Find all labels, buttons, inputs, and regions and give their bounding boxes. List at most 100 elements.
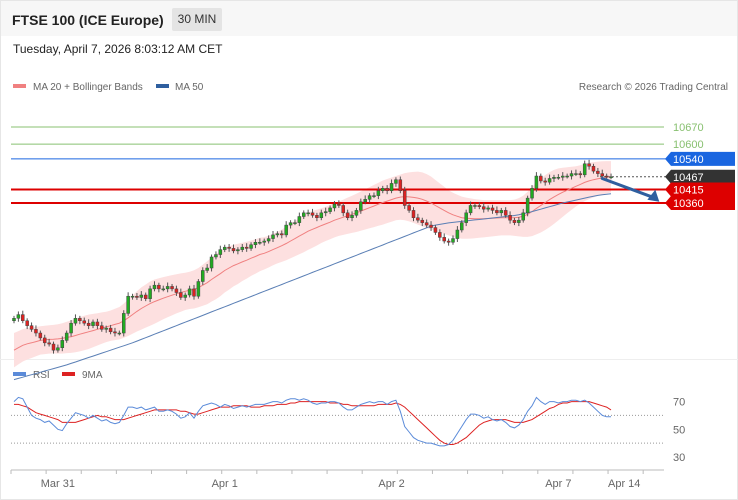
candle-body [240,246,245,250]
candle [310,208,315,218]
candle-body [183,294,187,298]
candle [486,205,490,212]
candle-body [525,197,530,214]
timestamp: Tuesday, April 7, 2026 8:03:12 AM CET [13,42,223,56]
candle [266,235,271,244]
candle [481,202,486,213]
candle-body [503,210,508,216]
candle [284,221,288,238]
candle [130,293,135,300]
candle [152,281,157,292]
candle-body [301,212,306,217]
interval-badge[interactable]: 30 MIN [172,8,222,31]
forecast-arrow-shaft [600,176,656,200]
candle [122,310,126,337]
candle-body [262,240,266,243]
candle [91,319,95,329]
candle-body [385,188,389,192]
candle [170,283,174,292]
candle-body [82,320,86,324]
candle [280,230,284,239]
candle-body [446,240,451,243]
chart-title: FTSE 100 (ICE Europe) [12,12,164,28]
candle-body [187,288,192,296]
candle [95,318,100,330]
candle-body [236,249,240,252]
candle [547,174,552,185]
candle [293,219,297,226]
candle-body [73,318,78,324]
candle-body [424,222,429,226]
candle-body [16,314,21,319]
candle [21,310,25,324]
candle-body [34,329,38,334]
candle [25,318,29,330]
candle [442,233,446,244]
candle-body [481,206,486,210]
candle [424,219,429,228]
candle [376,186,381,200]
candle-body [547,178,552,183]
candle [539,173,543,184]
candle-body [473,205,477,207]
candle-body [126,295,130,314]
forecast-arrow [600,176,660,202]
level-tag-10540 [665,151,735,166]
forecast-arrow-head [647,189,660,202]
candle-body [113,331,117,334]
candle-body [521,212,525,221]
candle-body [359,201,363,211]
candle [29,322,34,332]
level-tag-label-10415: 10415 [673,185,704,197]
candle-body [64,332,69,341]
candle-body [468,205,473,214]
candle-body [38,332,43,339]
candle [201,267,205,285]
candle-body [170,286,174,290]
candle-body [222,246,227,250]
candle-body [104,327,108,330]
candle [174,285,179,296]
candle [389,179,394,194]
candle [205,264,209,273]
candle-body [411,210,416,218]
candle-body [29,325,34,330]
level-tag-label-10467: 10467 [673,172,704,184]
candle-body [130,295,135,298]
candle [407,203,411,213]
candle [609,173,613,180]
candle-body [569,173,574,177]
candle [126,292,130,316]
candle-body [556,177,561,179]
rsi-legend-label: RSI [33,370,50,381]
rsi-legend-swatch [13,372,26,376]
candle-body [192,288,196,297]
candle [468,201,473,216]
candle [323,207,328,217]
candle-body [495,210,499,214]
candle-body [337,203,341,206]
candle-body [420,219,425,223]
candle-body [477,205,482,207]
candle-body [561,175,565,178]
candle-body [69,322,73,334]
x-tick-label: Apr 2 [378,478,404,490]
rsi-panel: 30 50 70 [11,396,685,464]
candle [464,209,468,227]
candle-body [416,217,420,221]
candle [345,209,350,221]
candle-body [86,322,91,326]
candle-body [433,227,438,233]
candle-body [196,281,201,297]
candle-body [47,342,51,345]
candle-body [517,219,521,223]
level-label-10600: 10600 [673,139,704,151]
candle-body [91,321,95,326]
level-tag-10415 [665,182,735,197]
x-tick-label: Apr 14 [608,478,640,490]
candle-body [253,242,258,245]
candle-body [596,170,600,174]
candle-body [565,175,569,178]
candle-body [429,224,433,228]
candle-body [341,205,345,214]
